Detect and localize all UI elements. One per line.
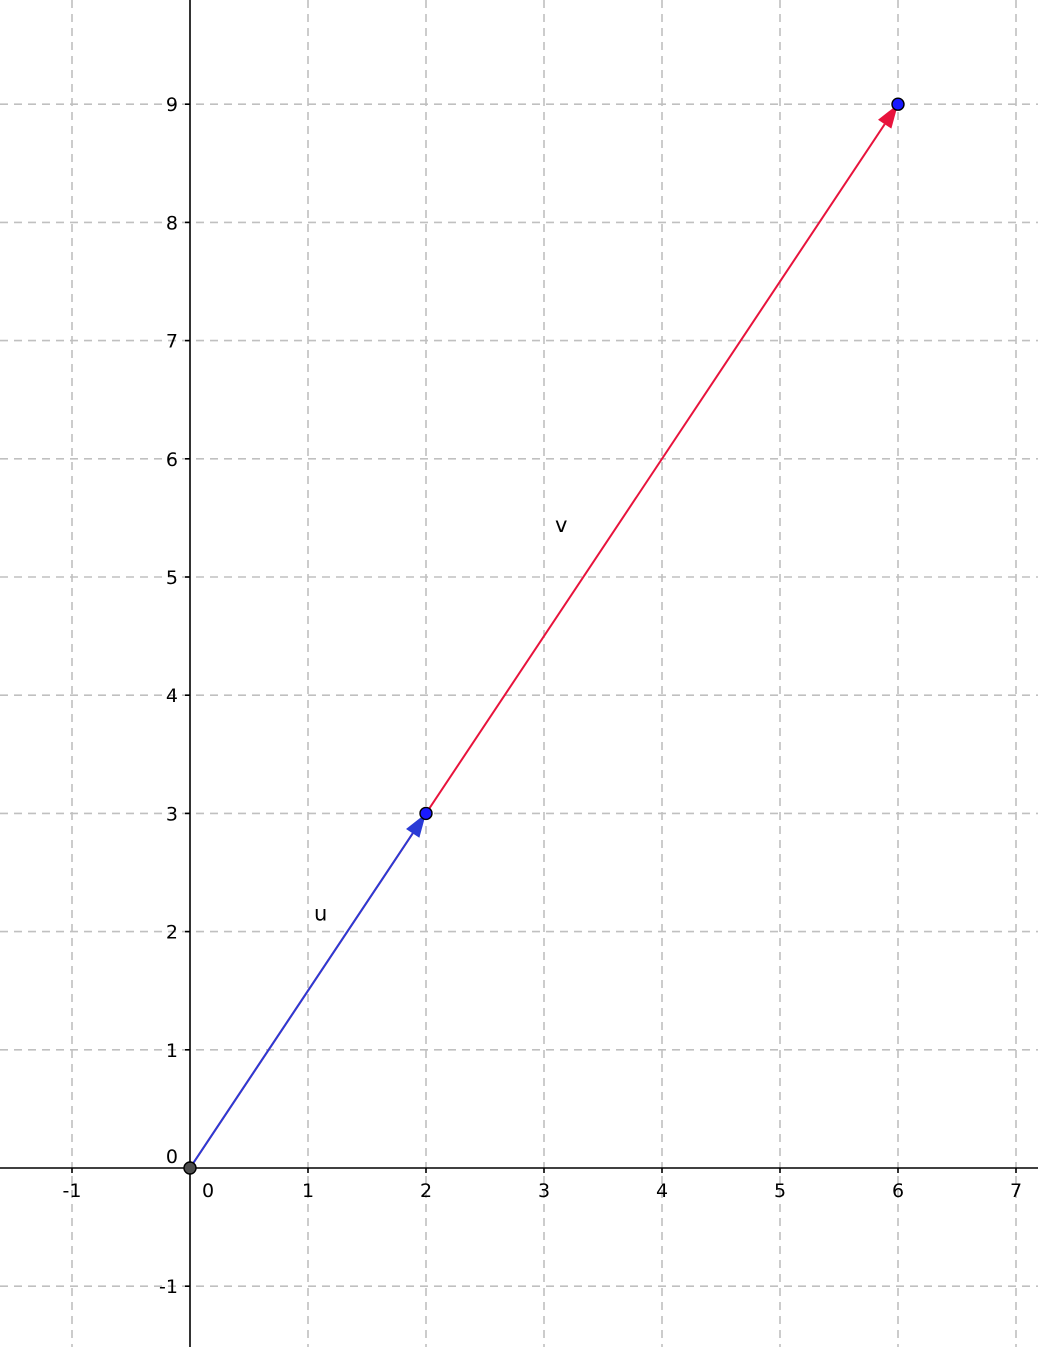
x-tick-label-6: 6 — [892, 1180, 904, 1202]
y-tick-label-4: 4 — [166, 685, 178, 707]
point-v-end — [891, 97, 905, 111]
y-tick-label--1: -1 — [159, 1276, 178, 1298]
y-tick-label-2: 2 — [166, 922, 178, 944]
point-origin — [183, 1161, 197, 1175]
x-tick-label-0: 0 — [202, 1180, 214, 1202]
y-tick-labels: -1 1 2 3 4 5 6 7 8 9 — [159, 94, 178, 1298]
point-u-end — [419, 806, 433, 821]
vectors — [189, 104, 898, 1169]
y-tick-label-6: 6 — [166, 449, 178, 471]
y-tick-label-1: 1 — [166, 1040, 178, 1062]
x-tick-label-7: 7 — [1010, 1180, 1022, 1202]
x-tick-label--1: -1 — [63, 1180, 82, 1202]
vector-u-line — [189, 832, 414, 1169]
points — [183, 97, 905, 1175]
y-tick-label-7: 7 — [166, 331, 178, 353]
x-tick-labels: -1 0 1 2 3 4 5 6 7 — [63, 1180, 1023, 1202]
vector-u-label: u — [314, 902, 327, 926]
y-tick-label-3: 3 — [166, 803, 178, 825]
y-tick-label-8: 8 — [166, 212, 178, 234]
x-tick-label-5: 5 — [774, 1180, 786, 1202]
x-tick-label-3: 3 — [538, 1180, 550, 1202]
x-tick-label-2: 2 — [420, 1180, 432, 1202]
x-tick-label-4: 4 — [656, 1180, 668, 1202]
vector-labels: u v — [314, 513, 567, 926]
vector-u-arrowhead — [406, 813, 426, 838]
origin-y-tick-label: 0 — [166, 1146, 178, 1168]
y-tick-label-9: 9 — [166, 94, 178, 116]
vector-v-label: v — [555, 513, 567, 537]
y-tick-label-5: 5 — [166, 567, 178, 589]
x-tick-label-1: 1 — [302, 1180, 314, 1202]
vector-v-arrowhead — [878, 104, 898, 129]
